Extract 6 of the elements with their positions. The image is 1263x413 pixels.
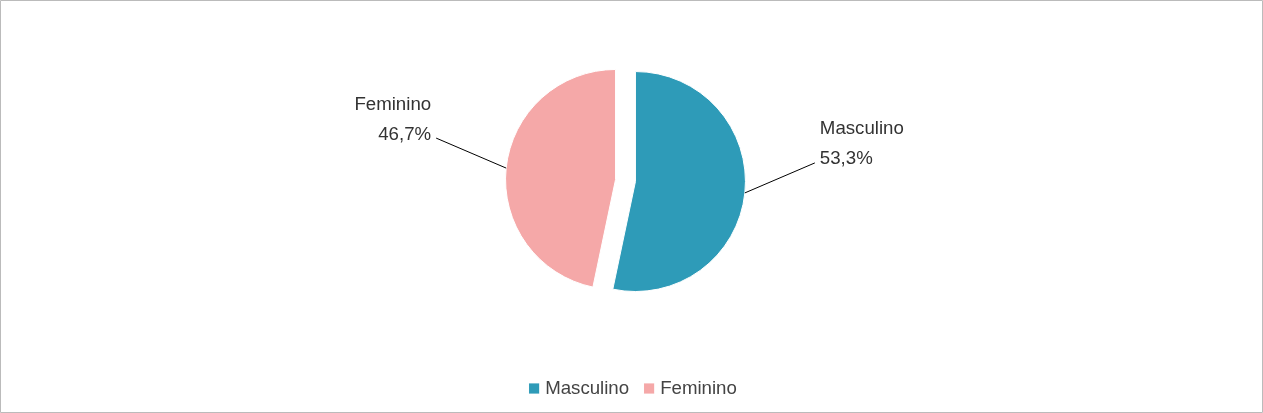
slice-label: Masculino xyxy=(819,117,904,139)
legend-label: Masculino xyxy=(545,377,630,399)
data-label: 46,7% xyxy=(378,122,432,144)
data-label: 53,3% xyxy=(819,147,873,169)
legend-label: Feminino xyxy=(660,377,737,399)
slice-label: Feminino xyxy=(354,92,432,114)
